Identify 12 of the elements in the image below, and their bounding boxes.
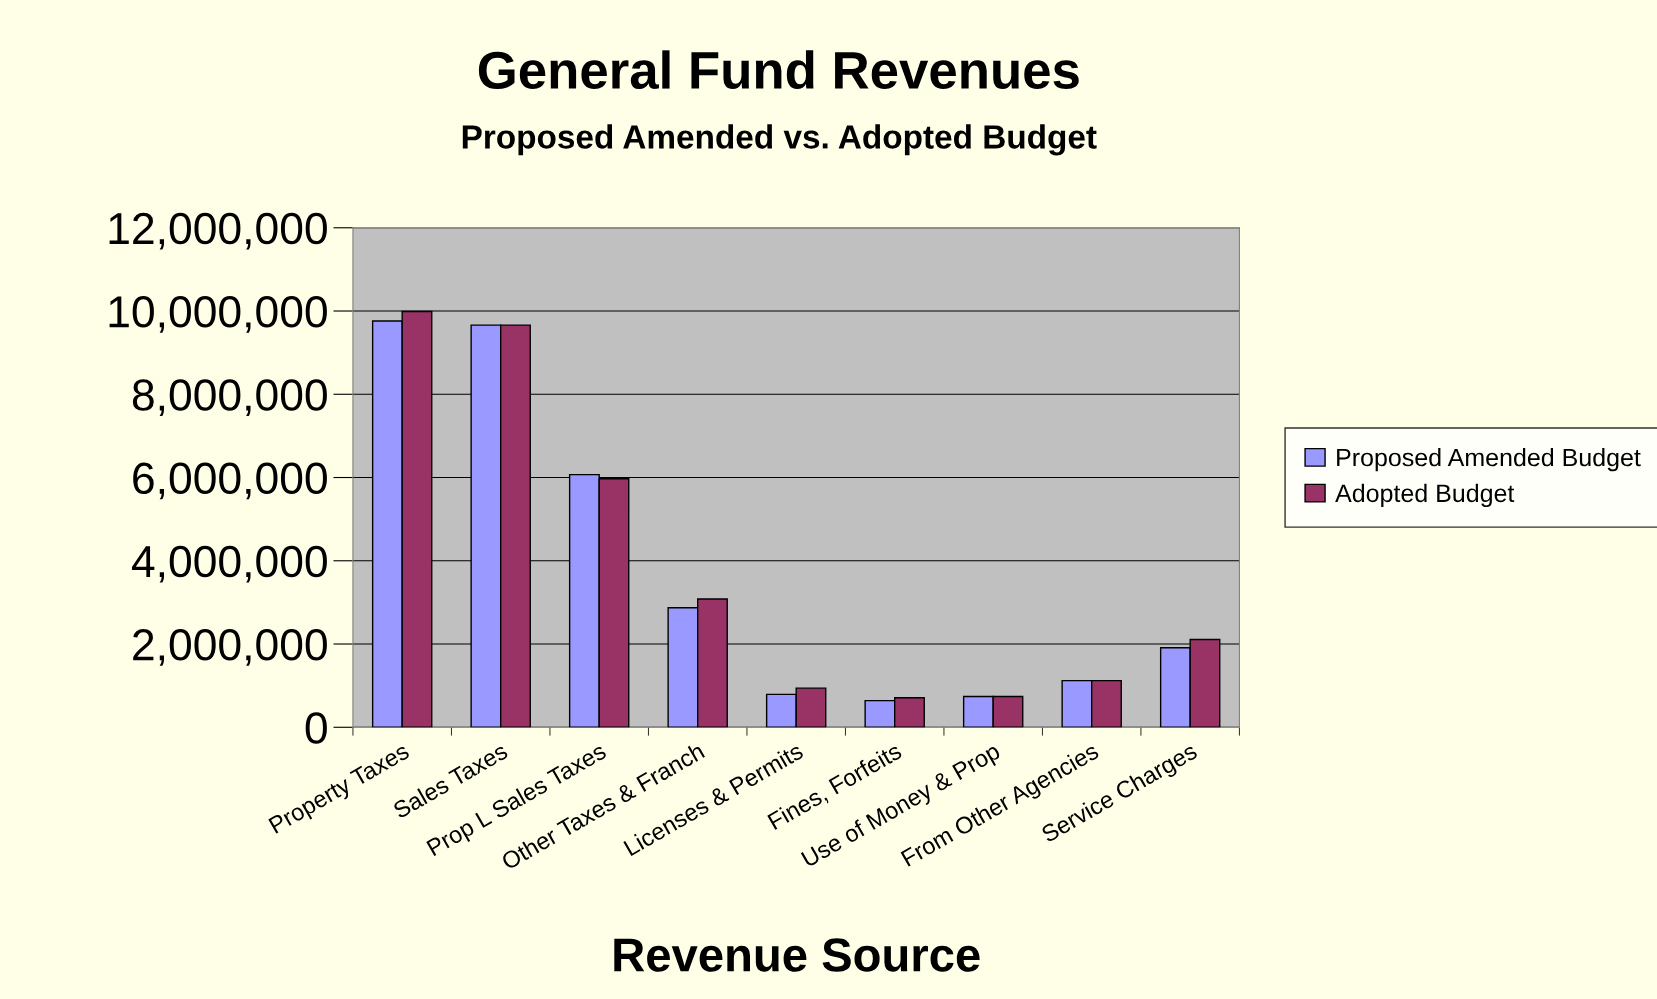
y-tick-label: 0 (305, 712, 327, 744)
x-axis-title: Revenue Source (614, 938, 980, 972)
legend-label: Proposed Amended Budget (1337, 447, 1641, 472)
chart-title: General Fund Revenues (478, 50, 1079, 90)
legend-label: Adopted Budget (1335, 483, 1515, 508)
y-tick-label: 12,000,000 (109, 212, 327, 250)
y-tick-label: 6,000,000 (133, 462, 327, 500)
chart-subtitle: Proposed Amended vs. Adopted Budget (462, 124, 1097, 156)
y-tick-label: 2,000,000 (133, 629, 327, 666)
y-tick-label: 10,000,000 (109, 296, 327, 333)
y-tick-label: 8,000,000 (132, 379, 327, 417)
y-tick-label: 4,000,000 (131, 545, 327, 583)
